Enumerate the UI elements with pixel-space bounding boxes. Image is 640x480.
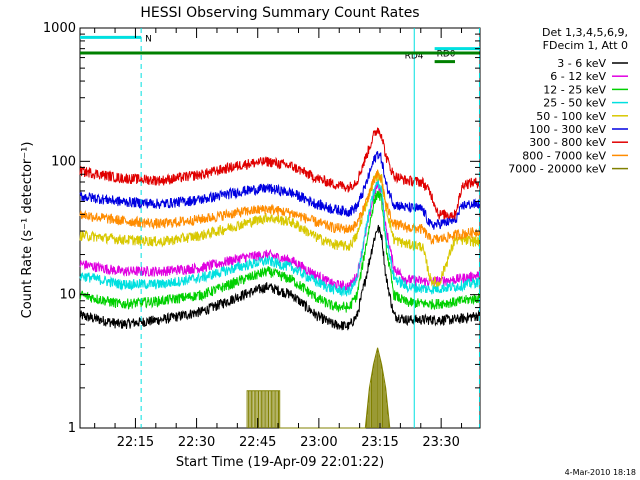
series-line-3 — [79, 178, 480, 298]
x-tick-label: 22:45 — [239, 435, 276, 450]
legend-label: 6 - 12 keV — [550, 70, 606, 83]
x-tick-label: 23:15 — [361, 435, 398, 450]
flag-label-0: N — [145, 34, 152, 44]
legend-label: 3 - 6 keV — [557, 57, 606, 70]
series-layer — [79, 127, 480, 429]
series-line-0 — [79, 224, 480, 331]
x-axis: 22:15 22:30 22:45 23:00 23:15 23:30 — [94, 28, 463, 450]
y-tick-label: 1000 — [43, 21, 76, 36]
x-tick-label: 23:30 — [422, 435, 459, 450]
x-axis-label: Start Time (19-Apr-09 22:01:22) — [176, 455, 384, 470]
legend-header: FDecim 1, Att 0 — [543, 39, 628, 52]
y-tick-label: 1 — [68, 421, 76, 436]
annotation-layer: N RD0 RD4 — [80, 28, 480, 428]
footer-date: 4-Mar-2010 18:18 — [565, 468, 636, 477]
series-line-2 — [79, 190, 480, 313]
flag-label-2: RD4 — [405, 52, 424, 62]
legend-label: 7000 - 20000 keV — [508, 163, 606, 176]
series-line-1 — [79, 181, 480, 292]
series-line-8 — [246, 347, 391, 429]
y-tick-label: 10 — [59, 288, 76, 303]
legend-label: 300 - 800 keV — [529, 136, 606, 149]
y-axis-label: Count Rate (s⁻¹ detector⁻¹) — [20, 142, 35, 319]
x-tick-label: 22:15 — [117, 435, 154, 450]
y-tick-label: 100 — [51, 154, 76, 169]
legend-label: 800 - 7000 keV — [522, 149, 606, 162]
series-line-4 — [79, 169, 480, 288]
series-line-6 — [79, 127, 480, 220]
legend-label: 100 - 300 keV — [529, 123, 606, 136]
chart-title: HESSI Observing Summary Count Rates — [140, 5, 419, 21]
x-tick-label: 22:30 — [178, 435, 215, 450]
series-line-5 — [79, 151, 480, 230]
series-line-7 — [79, 169, 480, 245]
y-axis: 1 10 100 1000 — [43, 21, 480, 436]
legend-header: Det 1,3,4,5,6,9, — [542, 26, 628, 39]
x-tick-label: 23:00 — [300, 435, 337, 450]
flag-label-1: RD0 — [437, 50, 456, 60]
legend: Det 1,3,4,5,6,9,FDecim 1, Att 0 3 - 6 keV… — [508, 26, 628, 176]
legend-label: 50 - 100 keV — [536, 110, 606, 123]
legend-label: 12 - 25 keV — [543, 83, 606, 96]
legend-label: 25 - 50 keV — [543, 97, 606, 110]
